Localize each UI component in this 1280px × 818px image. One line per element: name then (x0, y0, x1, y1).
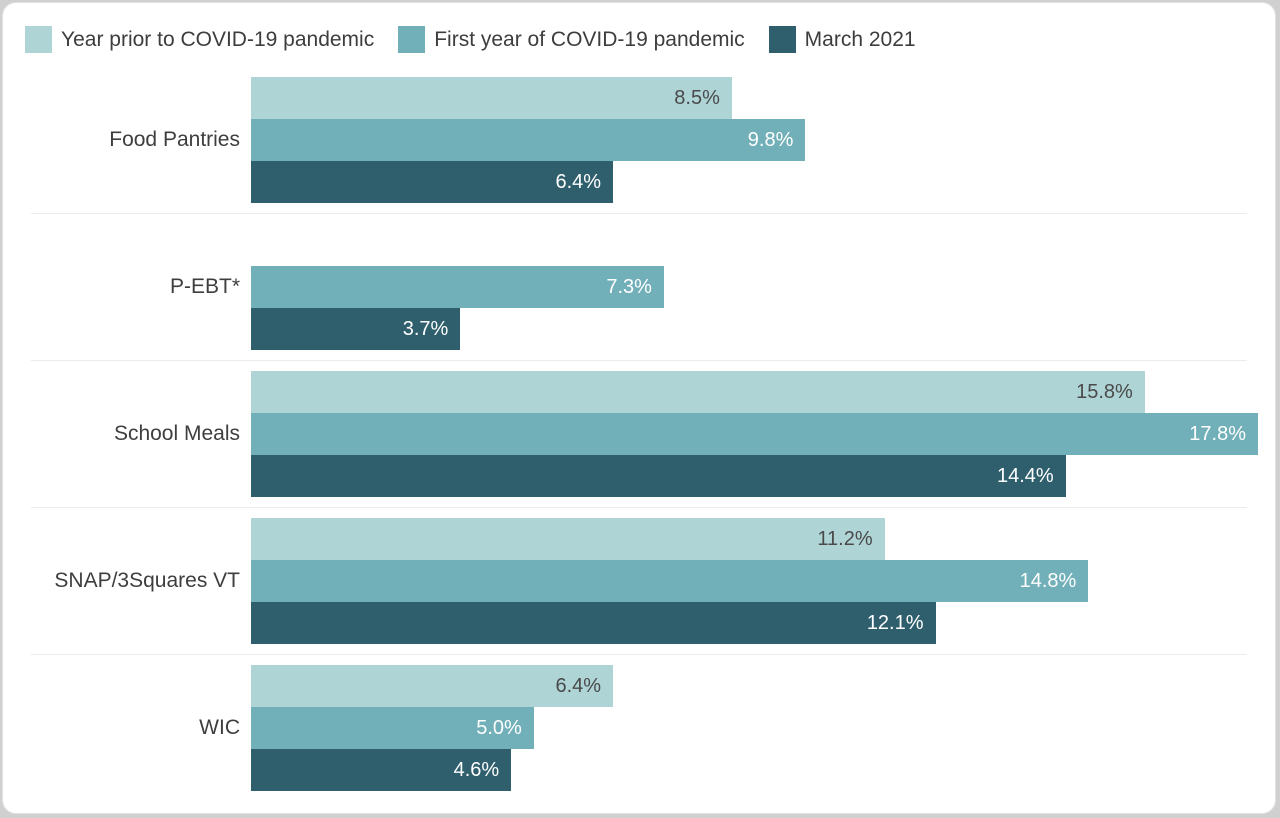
category-label: Food Pantries (109, 128, 240, 151)
legend-item: March 2021 (768, 26, 916, 53)
category-label: P-EBT* (169, 275, 240, 298)
bar-slot: 6.4% (251, 665, 1275, 707)
bar-slot: 5.0% (251, 707, 1275, 749)
bar-value-label: 4.6% (453, 758, 500, 781)
bar: 15.8% (251, 371, 1145, 413)
legend-swatch (768, 26, 796, 53)
bar-value-label: 14.4% (996, 464, 1054, 487)
bar-slot (251, 224, 1275, 266)
bar-group-wic: WIC 6.4% 5.0% 4.6% (3, 655, 1275, 801)
bar-slot: 6.4% (251, 161, 1275, 203)
bar-slot: 8.5% (251, 77, 1275, 119)
bar-slot: 7.3% (251, 266, 1275, 308)
legend-item: First year of COVID-19 pandemic (398, 26, 745, 53)
bars-container: 11.2% 14.8% 12.1% (251, 518, 1275, 644)
bar-value-label: 9.8% (747, 128, 794, 151)
bar-slot: 12.1% (251, 602, 1275, 644)
bar-value-label: 5.0% (476, 716, 522, 739)
group-divider (31, 360, 1247, 361)
legend-swatch (398, 26, 426, 53)
bar-slot: 4.6% (251, 749, 1275, 791)
bars-container: 7.3% 3.7% (251, 224, 1275, 350)
bar-slot: 17.8% (251, 413, 1275, 455)
bar: 8.5% (251, 77, 732, 119)
bar-slot: 11.2% (251, 518, 1275, 560)
bar-value-label: 12.1% (866, 611, 924, 634)
bar: 6.4% (251, 665, 614, 707)
bars-container: 8.5% 9.8% 6.4% (251, 77, 1275, 203)
legend-label: March 2021 (804, 27, 916, 51)
bar-value-label: 8.5% (674, 86, 720, 109)
bar-group-p-ebt-: P-EBT* 7.3% 3.7% (3, 214, 1275, 360)
bar: 14.4% (251, 455, 1066, 497)
bar-group-school-meals: School Meals 15.8% 17.8% 14.4% (3, 361, 1275, 507)
bar: 17.8% (251, 413, 1258, 455)
bar-value-label: 11.2% (817, 527, 873, 550)
chart-legend: Year prior to COVID-19 pandemic First yea… (3, 3, 1275, 53)
bar-slot: 14.4% (251, 455, 1275, 497)
legend-swatch (25, 26, 52, 53)
bar-value-label: 6.4% (555, 674, 602, 697)
category-label: SNAP/3Squares VT (54, 569, 240, 592)
bar-group-snap-3squares-vt: SNAP/3Squares VT 11.2% 14.8% 12.1% (3, 508, 1275, 654)
bar: 12.1% (251, 602, 936, 644)
grouped-bar-chart: Food Pantries 8.5% 9.8% 6.4% P-EBT* 7.3% 3.7% S… (3, 67, 1275, 801)
bar: 4.6% (251, 749, 512, 791)
category-label: School Meals (113, 422, 240, 445)
group-divider (31, 213, 1247, 214)
bar: 7.3% (251, 266, 664, 308)
legend-item: Year prior to COVID-19 pandemic (25, 26, 374, 53)
bar: 3.7% (251, 308, 461, 350)
bars-container: 6.4% 5.0% 4.6% (251, 665, 1275, 791)
bar-slot: 15.8% (251, 371, 1275, 413)
group-divider (31, 654, 1247, 655)
bar: 5.0% (251, 707, 534, 749)
bar: 9.8% (251, 119, 806, 161)
bar: 6.4% (251, 161, 614, 203)
bar-value-label: 15.8% (1076, 380, 1133, 403)
bar-value-label: 7.3% (606, 275, 652, 298)
bar: 11.2% (251, 518, 885, 560)
bar-value-label: 3.7% (402, 317, 449, 340)
bar-slot: 9.8% (251, 119, 1275, 161)
bar-slot: 3.7% (251, 308, 1275, 350)
category-label: WIC (199, 716, 240, 739)
bar-value-label: 14.8% (1019, 569, 1077, 592)
legend-label: Year prior to COVID-19 pandemic (61, 27, 375, 51)
bar-value-label: 6.4% (555, 170, 602, 193)
legend-label: First year of COVID-19 pandemic (434, 27, 745, 51)
bar: 14.8% (251, 560, 1089, 602)
bar-slot: 14.8% (251, 560, 1275, 602)
bar-group-food-pantries: Food Pantries 8.5% 9.8% 6.4% (3, 67, 1275, 213)
group-divider (31, 507, 1247, 508)
bars-container: 15.8% 17.8% 14.4% (251, 371, 1275, 497)
bar-value-label: 17.8% (1189, 422, 1246, 445)
